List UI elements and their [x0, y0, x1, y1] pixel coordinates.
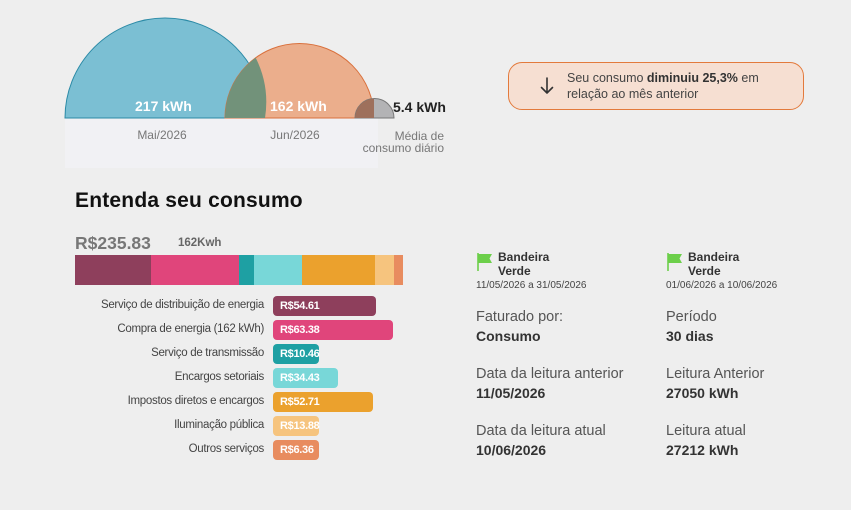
breakdown-row: Encargos setoriais R$34.43: [60, 368, 460, 388]
flag-name-line2: Verde: [688, 264, 721, 278]
breakdown-value-pill: R$52.71: [273, 392, 373, 412]
billed-by-value: Consumo: [476, 328, 541, 344]
stacked-bar-segment: [394, 255, 403, 285]
consumption-change-notice: Seu consumo diminuiu 25,3% em relação ao…: [508, 62, 804, 110]
breakdown-row: Impostos diretos e encargos R$52.71: [60, 392, 460, 412]
current-month-value: 217 kWh: [135, 98, 192, 114]
daily-label-line1: Média de: [394, 129, 444, 143]
billed-by: Faturado por: Consumo: [476, 309, 563, 344]
flag-name-line1: Bandeira: [688, 250, 740, 264]
billing-period: Período 30 dias: [666, 309, 717, 344]
comparison-circles-graphic: [64, 17, 395, 168]
flag-icon: [667, 253, 682, 271]
flag-period: 11/05/2026 a 31/05/2026: [476, 280, 587, 291]
breakdown-label: Outros serviços: [188, 443, 265, 455]
current-month-label: Mai/2026: [137, 128, 187, 142]
notice-text: Seu consumo diminuiu 25,3% em relação ao…: [567, 71, 759, 101]
daily-overlap: [355, 98, 374, 118]
cost-stacked-bar: [75, 255, 403, 285]
breakdown-label: Serviço de transmissão: [151, 347, 264, 359]
previous-month-label: Jun/2026: [270, 128, 320, 142]
breakdown-value-pill: R$13.88: [273, 416, 320, 436]
breakdown-label: Encargos setoriais: [174, 371, 265, 383]
flag-name: Bandeira Verde: [498, 250, 558, 278]
flag-period: 01/06/2026 a 10/06/2026: [666, 280, 778, 291]
daily-average-value: 5.4 kWh: [393, 99, 446, 115]
tariff-flag-1: Bandeira Verde 11/05/2026 a 31/05/2026: [476, 250, 586, 291]
breakdown-value-pill: R$6.36: [273, 440, 319, 460]
breakdown-label: Compra de energia (162 kWh): [117, 323, 264, 335]
breakdown-value-pill: R$54.61: [273, 296, 377, 316]
circles-base: [65, 118, 378, 168]
notice-highlight: diminuiu 25,3%: [646, 71, 738, 85]
tariff-flag-2: Bandeira Verde 01/06/2026 a 10/06/2026: [666, 250, 777, 291]
breakdown-label: Serviço de distribuição de energia: [100, 299, 264, 311]
current-reading-date-value: 10/06/2026: [476, 442, 547, 458]
flag-icon: [477, 253, 492, 271]
breakdown-row: Outros serviços R$6.36: [60, 440, 460, 460]
section-title: Entenda seu consumo: [75, 189, 303, 212]
breakdown-label: Impostos diretos e encargos: [127, 395, 265, 407]
flag-name-line2: Verde: [498, 264, 531, 278]
previous-reading-date-label: Data da leitura anterior: [476, 366, 624, 382]
stacked-bar-segment: [301, 255, 375, 285]
previous-reading-label: Leitura Anterior: [666, 366, 765, 382]
stacked-bar-segment: [239, 255, 254, 285]
current-reading-date: Data da leitura atual 10/06/2026: [476, 423, 606, 458]
current-reading-label: Leitura atual: [666, 423, 746, 439]
billed-by-label: Faturado por:: [476, 309, 564, 325]
circle-overlap: [225, 57, 267, 118]
consumption-comparison: 217 kWh 162 kWh 5.4 kWh Mai/2026 Jun/202…: [0, 0, 460, 170]
billing-period-value: 30 dias: [666, 328, 714, 344]
previous-reading-value: 27050 kWh: [666, 385, 739, 401]
stacked-bar-segment: [150, 255, 240, 285]
flag-name: Bandeira Verde: [688, 250, 748, 278]
breakdown-row: Serviço de transmissão R$10.46: [60, 344, 460, 364]
previous-reading-date: Data da leitura anterior 11/05/2026: [476, 366, 624, 401]
current-reading-value: 27212 kWh: [666, 442, 739, 458]
total-amount: R$235.83: [75, 233, 151, 253]
breakdown-value-pill: R$10.46: [273, 344, 320, 364]
breakdown-row: Iluminação pública R$13.88: [60, 416, 460, 436]
breakdown-value-pill: R$63.38: [273, 320, 393, 340]
breakdown-row: Compra de energia (162 kWh) R$63.38: [60, 320, 460, 340]
stacked-bar-segment: [75, 255, 151, 285]
billing-period-label: Período: [666, 309, 717, 325]
previous-reading: Leitura Anterior 27050 kWh: [666, 366, 764, 401]
arrow-down-icon: [529, 62, 565, 110]
flag-name-line1: Bandeira: [498, 250, 550, 264]
breakdown-row: Serviço de distribuição de energia R$54.6…: [60, 296, 460, 316]
breakdown-label: Iluminação pública: [174, 419, 264, 431]
breakdown-value-pill: R$34.43: [273, 368, 339, 388]
stacked-bar-segment: [374, 255, 395, 285]
total-kwh: 162Kwh: [178, 237, 222, 249]
daily-average-label: Média de consumo diário: [356, 130, 456, 154]
previous-month-value: 162 kWh: [270, 98, 327, 114]
current-reading-date-label: Data da leitura atual: [476, 423, 606, 439]
stacked-bar-segment: [253, 255, 302, 285]
previous-reading-date-value: 11/05/2026: [476, 385, 546, 401]
current-reading: Leitura atual 27212 kWh: [666, 423, 746, 458]
daily-label-line2: consumo diário: [362, 141, 444, 155]
